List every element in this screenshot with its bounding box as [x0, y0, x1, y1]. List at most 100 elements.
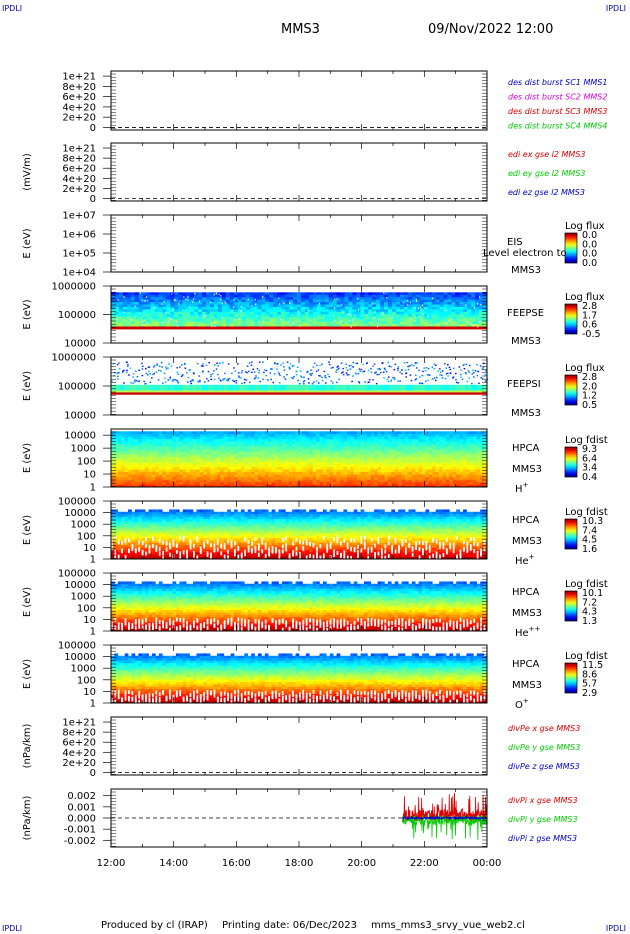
heatmap-cell: [158, 476, 163, 480]
heatmap-cell: [141, 443, 146, 447]
heatmap-cell: [175, 431, 180, 435]
heatmap-cell: [217, 316, 223, 320]
heatmap-cell: [261, 441, 266, 445]
heatmap-cell: [384, 443, 389, 447]
heatmap-speck: [192, 379, 195, 382]
heatmap-cell: [257, 314, 262, 318]
heatmap-cell: [206, 454, 211, 457]
heatmap-cell: [169, 431, 173, 435]
heatmap-cell: [356, 299, 361, 303]
heatmap-cell: [162, 464, 166, 468]
heatmap-cell: [223, 459, 228, 462]
heatmap-speck: [431, 366, 434, 368]
heatmap-cell: [186, 456, 190, 460]
heatmap-cell: [158, 319, 163, 322]
heatmap-cell: [384, 454, 389, 457]
heatmap-cell: [273, 390, 278, 393]
heatmap-cell: [176, 384, 181, 391]
heatmap-cell: [399, 306, 405, 310]
heatmap-cell: [178, 304, 183, 308]
heatmap-speck: [458, 366, 461, 368]
heatmap-cell: [459, 476, 464, 480]
heatmap-cell: [391, 474, 396, 478]
heatmap-cell: [309, 471, 313, 475]
heatmap-cell: [111, 451, 115, 455]
heatmap-cell: [386, 384, 391, 391]
heatmap-cell: [455, 299, 460, 303]
heatmap-cell: [471, 302, 476, 305]
heatmap-cell: [363, 484, 368, 488]
heatmap-cell: [443, 321, 448, 325]
heatmap-cell: [319, 431, 324, 435]
heatmap-cell: [130, 304, 136, 308]
heatmap-speck: [471, 382, 473, 385]
heatmap-speck: [127, 363, 129, 366]
heatmap-speck: [313, 381, 315, 383]
heatmap-cell: [155, 438, 160, 442]
heatmap-cell: [394, 469, 399, 473]
heatmap-speck: [317, 369, 320, 371]
heatmap-cell: [408, 436, 413, 440]
heatmap-cell: [281, 321, 286, 325]
heatmap-cell: [229, 319, 234, 322]
heatmap-cell: [360, 319, 365, 322]
heatmap-cell: [439, 469, 443, 473]
heatmap-cell: [158, 433, 163, 437]
heatmap-speck: [138, 369, 140, 372]
heatmap-cell: [285, 449, 290, 452]
heatmap-cell: [203, 469, 208, 473]
heatmap-cell: [205, 299, 211, 303]
heatmap-cell: [442, 441, 447, 445]
heatmap-cell: [111, 469, 115, 473]
heatmap-cell: [475, 311, 480, 315]
heatmap-cell: [237, 454, 242, 457]
heatmap-cell: [324, 302, 329, 305]
heatmap-cell: [357, 441, 361, 445]
heatmap-speck: [318, 382, 320, 384]
heatmap-cell: [247, 476, 252, 480]
heatmap-cell: [428, 484, 433, 488]
heatmap-cell: [253, 319, 258, 322]
heatmap-cell: [439, 466, 443, 470]
heatmap-cell: [336, 479, 341, 483]
heatmap-cell: [387, 431, 392, 435]
heatmap-gap: [240, 309, 242, 312]
heatmap-gap: [410, 324, 412, 327]
heatmap-cell: [352, 297, 357, 300]
heatmap-cell: [131, 431, 136, 435]
heatmap-cell: [442, 481, 447, 485]
heatmap-cell: [343, 454, 348, 457]
heatmap-speck: [129, 367, 132, 369]
heatmap-cell: [411, 292, 417, 296]
heatmap-cell: [449, 469, 454, 473]
heatmap-cell: [114, 484, 119, 488]
heatmap-cell: [289, 314, 294, 318]
heatmap-speck: [439, 374, 441, 376]
heatmap-cell: [254, 469, 259, 473]
heatmap-cell: [395, 314, 401, 318]
heatmap-cell: [253, 321, 258, 325]
heatmap-cell: [245, 292, 250, 296]
heatmap-cell: [216, 464, 221, 468]
heatmap-gap: [336, 298, 338, 300]
heatmap-cell: [122, 324, 128, 327]
heatmap-cell: [253, 306, 258, 310]
heatmap-speck: [160, 361, 163, 364]
heatmap-cell: [223, 464, 228, 468]
heatmap-cell: [358, 384, 362, 391]
heatmap-speck: [313, 362, 316, 364]
heatmap-cell: [162, 451, 166, 455]
heatmap-cell: [404, 461, 409, 465]
heatmap-speck: [421, 382, 424, 385]
heatmap-cell: [414, 390, 419, 393]
heatmap-cell: [439, 461, 443, 465]
heatmap-cell: [111, 476, 115, 480]
heatmap-cell: [172, 431, 177, 435]
heatmap-cell: [353, 476, 358, 480]
heatmap-speck: [191, 380, 193, 382]
heatmap-cell: [322, 431, 327, 435]
heatmap-cell: [433, 384, 438, 391]
heatmap-cell: [404, 431, 409, 435]
heatmap-cell: [343, 484, 348, 488]
heatmap-cell: [268, 443, 272, 447]
